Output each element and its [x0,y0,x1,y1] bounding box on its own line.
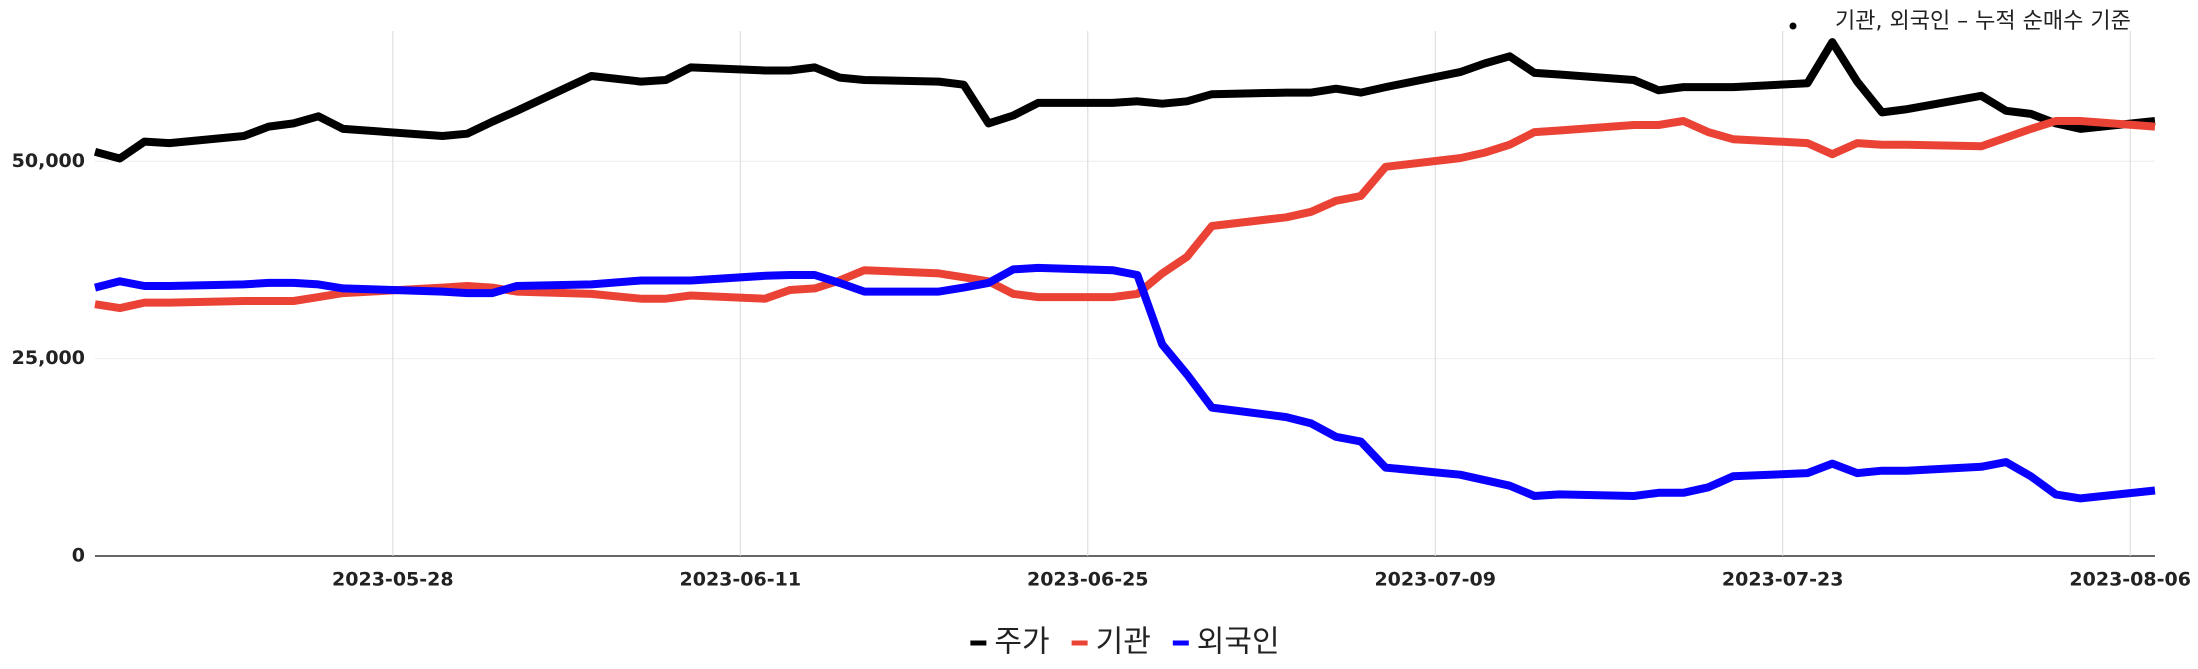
y-tick-label: 0 [72,545,85,567]
x-tick-label: 2023-05-28 [332,569,454,591]
legend-label: 주가 [994,625,1049,660]
series-line [93,38,2156,163]
x-tick-label: 2023-06-11 [680,569,802,591]
x-tick-label: 2023-08-06 [2069,569,2191,591]
annotation: 기관, 외국인 – 누적 순매수 기준 [1835,9,2131,34]
series-line [94,263,2156,503]
series-line [94,117,2156,313]
y-tick-label: 25,000 [12,347,85,369]
x-tick-label: 2023-07-23 [1722,569,1844,591]
x-tick-label: 2023-06-25 [1027,569,1149,591]
legend-label: 외국인 [1197,625,1280,660]
x-tick-label: 2023-07-09 [1374,569,1496,591]
y-tick-label: 50,000 [12,150,85,172]
legend-label: 기관 [1096,625,1151,660]
annotation-bullet [1789,22,1797,30]
legend: 주가 기관 외국인 [970,625,1280,660]
